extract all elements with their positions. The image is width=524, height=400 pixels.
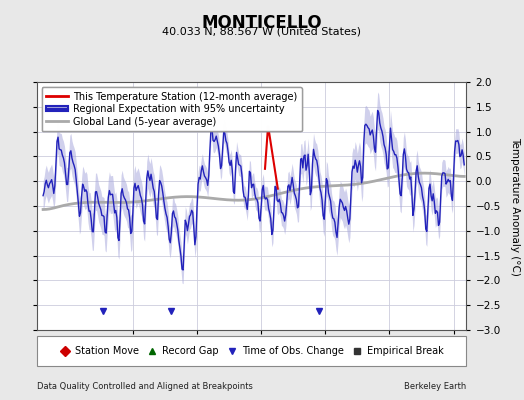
Text: 40.033 N, 88.567 W (United States): 40.033 N, 88.567 W (United States) xyxy=(162,26,362,36)
FancyBboxPatch shape xyxy=(37,336,466,366)
Text: Data Quality Controlled and Aligned at Breakpoints: Data Quality Controlled and Aligned at B… xyxy=(37,382,253,391)
Y-axis label: Temperature Anomaly (°C): Temperature Anomaly (°C) xyxy=(510,136,520,276)
Text: MONTICELLO: MONTICELLO xyxy=(202,14,322,32)
Legend: Station Move, Record Gap, Time of Obs. Change, Empirical Break: Station Move, Record Gap, Time of Obs. C… xyxy=(56,343,447,359)
Text: Berkeley Earth: Berkeley Earth xyxy=(404,382,466,391)
Legend: This Temperature Station (12-month average), Regional Expectation with 95% uncer: This Temperature Station (12-month avera… xyxy=(41,87,302,132)
